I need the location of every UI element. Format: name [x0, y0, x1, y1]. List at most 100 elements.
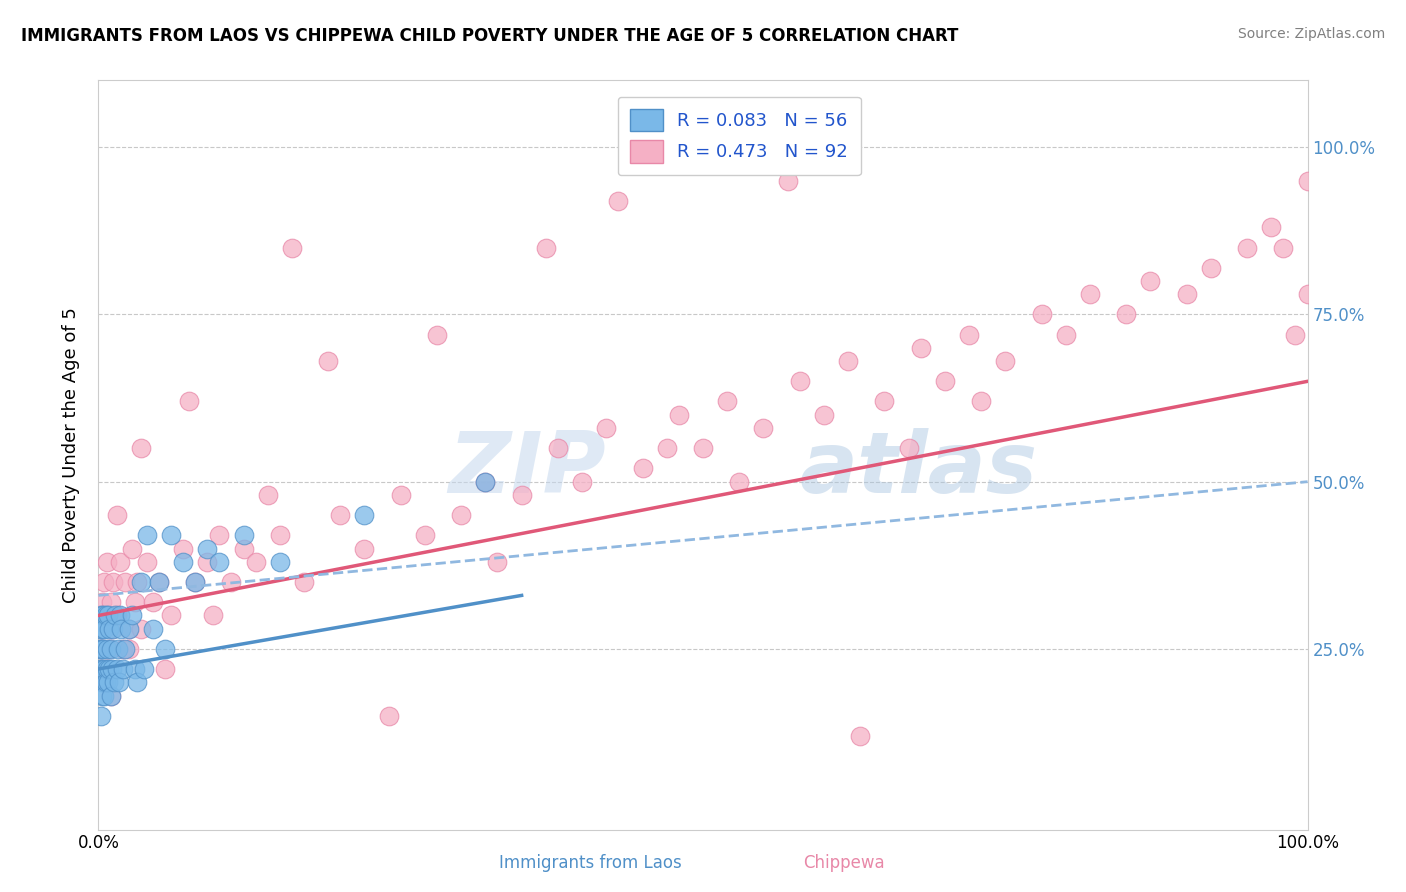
- Point: [571, 475, 593, 489]
- Point: [91, 662, 114, 676]
- Point: [111, 642, 134, 657]
- Point: [450, 508, 472, 523]
- Point: [281, 241, 304, 255]
- Y-axis label: Child Poverty Under the Age of 5: Child Poverty Under the Age of 5: [62, 307, 80, 603]
- Point: [100, 595, 122, 609]
- Point: [1115, 307, 1137, 322]
- Point: [377, 708, 399, 723]
- Point: [142, 595, 165, 609]
- Point: [474, 475, 496, 489]
- Point: [121, 608, 143, 623]
- Point: [1272, 241, 1295, 255]
- Point: [114, 575, 136, 590]
- Point: [90, 642, 112, 657]
- Point: [179, 394, 201, 409]
- Point: [94, 675, 117, 690]
- Point: [389, 488, 412, 502]
- Point: [353, 508, 375, 523]
- Point: [353, 541, 375, 556]
- Point: [1078, 287, 1101, 301]
- Point: [105, 508, 128, 523]
- Point: [93, 662, 115, 676]
- Text: atlas: atlas: [800, 428, 1038, 511]
- Point: [108, 675, 131, 690]
- Point: [172, 555, 194, 569]
- Point: [728, 475, 751, 489]
- Point: [474, 475, 496, 489]
- Text: IMMIGRANTS FROM LAOS VS CHIPPEWA CHILD POVERTY UNDER THE AGE OF 5 CORRELATION CH: IMMIGRANTS FROM LAOS VS CHIPPEWA CHILD P…: [21, 27, 959, 45]
- Point: [195, 541, 218, 556]
- Point: [118, 622, 141, 636]
- Point: [96, 642, 118, 657]
- Point: [897, 442, 920, 455]
- Point: [90, 708, 112, 723]
- Point: [316, 354, 339, 368]
- Point: [91, 642, 114, 657]
- Point: [957, 327, 980, 342]
- Point: [98, 642, 121, 657]
- Point: [1236, 241, 1258, 255]
- Point: [93, 689, 115, 703]
- Point: [910, 341, 932, 355]
- Point: [129, 575, 152, 590]
- Point: [91, 675, 114, 690]
- Point: [184, 575, 207, 590]
- Point: [94, 608, 117, 623]
- Point: [107, 642, 129, 657]
- Point: [1139, 274, 1161, 288]
- Point: [124, 595, 146, 609]
- Point: [153, 642, 176, 657]
- Point: [208, 528, 231, 542]
- Point: [97, 675, 120, 690]
- Point: [98, 662, 121, 676]
- Point: [104, 608, 127, 623]
- Point: [172, 541, 194, 556]
- Point: [118, 622, 141, 636]
- Point: [142, 622, 165, 636]
- Point: [89, 662, 111, 676]
- Point: [668, 408, 690, 422]
- Point: [100, 662, 122, 676]
- Point: [114, 642, 136, 657]
- Point: [232, 528, 254, 542]
- Point: [111, 662, 134, 676]
- Point: [873, 394, 896, 409]
- Point: [100, 689, 122, 703]
- Point: [121, 541, 143, 556]
- Point: [256, 488, 278, 502]
- Point: [160, 608, 183, 623]
- Point: [93, 575, 115, 590]
- Point: [97, 608, 120, 623]
- Point: [1031, 307, 1053, 322]
- Point: [813, 408, 835, 422]
- Point: [184, 575, 207, 590]
- Point: [849, 729, 872, 743]
- Point: [269, 528, 291, 542]
- Point: [98, 622, 121, 636]
- Point: [329, 508, 352, 523]
- Point: [1296, 287, 1319, 301]
- Point: [1284, 327, 1306, 342]
- Point: [129, 622, 152, 636]
- Point: [934, 375, 956, 389]
- Point: [91, 595, 114, 609]
- Point: [127, 575, 149, 590]
- Point: [994, 354, 1017, 368]
- Point: [101, 622, 124, 636]
- Point: [103, 675, 125, 690]
- Point: [1054, 327, 1077, 342]
- Point: [118, 642, 141, 657]
- Point: [135, 528, 157, 542]
- Point: [776, 174, 799, 188]
- Point: [292, 575, 315, 590]
- Point: [534, 241, 557, 255]
- Point: [90, 608, 112, 623]
- Point: [202, 608, 225, 623]
- Point: [129, 442, 152, 455]
- Point: [93, 622, 115, 636]
- Point: [970, 394, 993, 409]
- Point: [89, 642, 111, 657]
- Point: [105, 662, 128, 676]
- Point: [135, 555, 157, 569]
- Point: [1296, 174, 1319, 188]
